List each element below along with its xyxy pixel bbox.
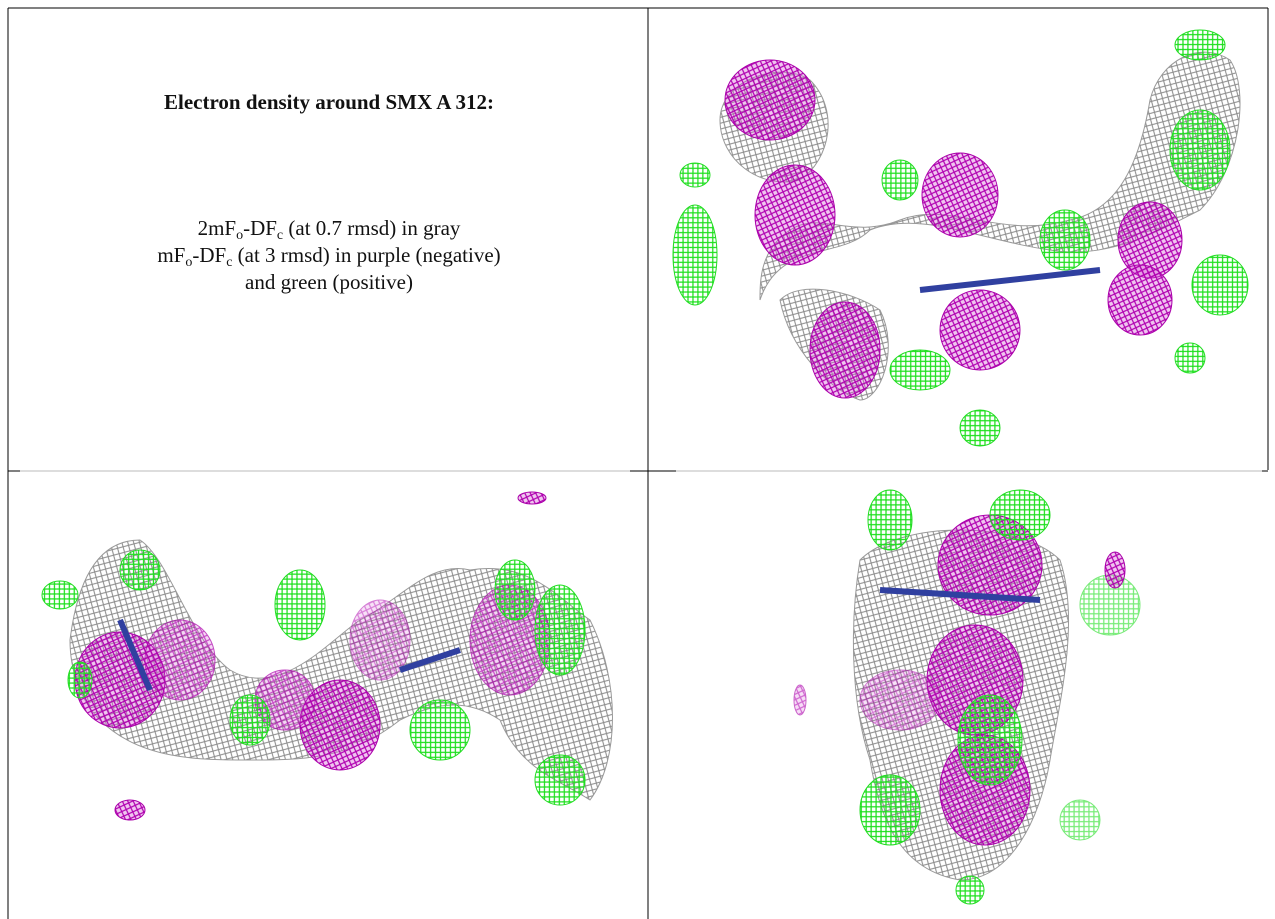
subscript: c — [226, 255, 233, 270]
subscript: o — [236, 228, 244, 243]
legend-text: (at 0.7 rmsd) in gray — [283, 216, 461, 240]
subscript: c — [276, 228, 284, 243]
legend-line: 2mFo-DFc (at 0.7 rmsd) in gray — [10, 215, 648, 243]
caption: Electron density around SMX A 312: 2mFo-… — [10, 90, 648, 296]
table-borders — [7, 7, 1269, 919]
legend-text: 2mF — [197, 216, 237, 240]
caption-legend: 2mFo-DFc (at 0.7 rmsd) in gray mFo-DFc (a… — [10, 215, 648, 296]
density-view-2 — [41, 491, 613, 821]
legend-text: (at 3 rmsd) in purple (negative) — [232, 243, 501, 267]
legend-text: -DF — [192, 243, 227, 267]
legend-line: and green (positive) — [10, 269, 648, 296]
subscript: o — [185, 255, 193, 270]
legend-text: mF — [157, 243, 186, 267]
legend-text: -DF — [243, 216, 277, 240]
density-view-3 — [793, 489, 1141, 905]
density-view-1 — [672, 29, 1249, 447]
legend-text: and green (positive) — [245, 270, 413, 294]
legend-line: mFo-DFc (at 3 rmsd) in purple (negative) — [10, 242, 648, 270]
caption-title: Electron density around SMX A 312: — [163, 90, 494, 114]
